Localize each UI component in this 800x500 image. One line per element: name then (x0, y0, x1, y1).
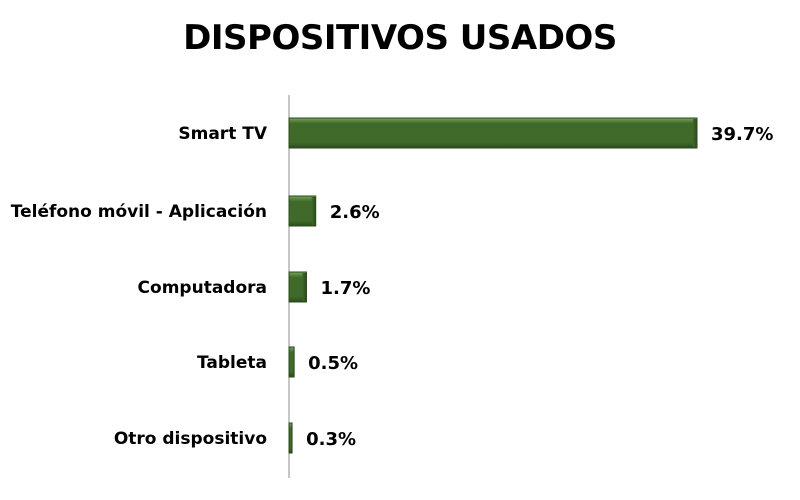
data-label-3: 0.5% (308, 353, 358, 374)
category-label-1: Teléfono móvil - Aplicación (11, 202, 267, 222)
category-label-3: Tableta (197, 353, 267, 373)
category-label-2: Computadora (138, 278, 267, 298)
bar-3 (288, 346, 295, 378)
bar-0 (288, 117, 698, 149)
category-label-4: Otro dispositivo (114, 429, 267, 449)
bar-cap-1 (311, 197, 316, 225)
data-label-0: 39.7% (711, 124, 773, 145)
bar-cap-0 (693, 119, 697, 147)
bar-4 (288, 422, 293, 454)
category-label-0: Smart TV (178, 124, 267, 144)
data-label-2: 1.7% (320, 278, 370, 299)
bar-1 (288, 195, 317, 227)
data-label-1: 2.6% (330, 202, 380, 223)
bar-cap-2 (302, 273, 307, 301)
chart-title: DISPOSITIVOS USADOS (183, 18, 617, 58)
data-label-4: 0.3% (306, 429, 356, 450)
